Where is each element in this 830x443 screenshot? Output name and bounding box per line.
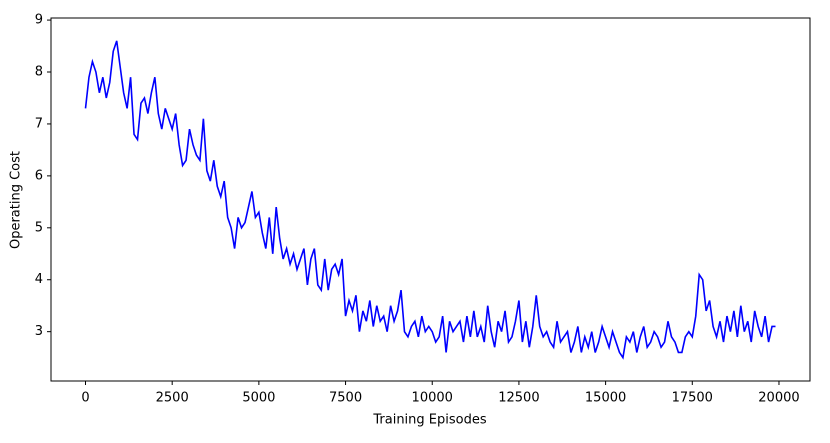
- x-tick-label: 12500: [498, 391, 539, 406]
- x-tick-label: 7500: [329, 391, 362, 406]
- x-tick-label: 10000: [412, 391, 453, 406]
- y-tick-label: 3: [35, 324, 43, 339]
- y-tick-label: 8: [35, 65, 43, 80]
- x-tick-label: 0: [81, 391, 89, 406]
- x-tick-label: 15000: [585, 391, 626, 406]
- y-tick-label: 5: [35, 220, 43, 235]
- y-tick-label: 6: [35, 168, 43, 183]
- y-tick-label: 9: [35, 13, 43, 28]
- y-tick-label: 7: [35, 116, 43, 131]
- y-axis-label: Operating Cost: [9, 151, 24, 249]
- x-tick-label: 2500: [156, 391, 189, 406]
- x-tick-label: 5000: [242, 391, 275, 406]
- y-tick-label: 4: [35, 272, 43, 287]
- x-tick-label: 17500: [672, 391, 713, 406]
- x-tick-label: 20000: [758, 391, 799, 406]
- line-series: [84, 40, 776, 360]
- plot-frame: [50, 17, 811, 382]
- x-axis-label: Training Episodes: [372, 413, 486, 428]
